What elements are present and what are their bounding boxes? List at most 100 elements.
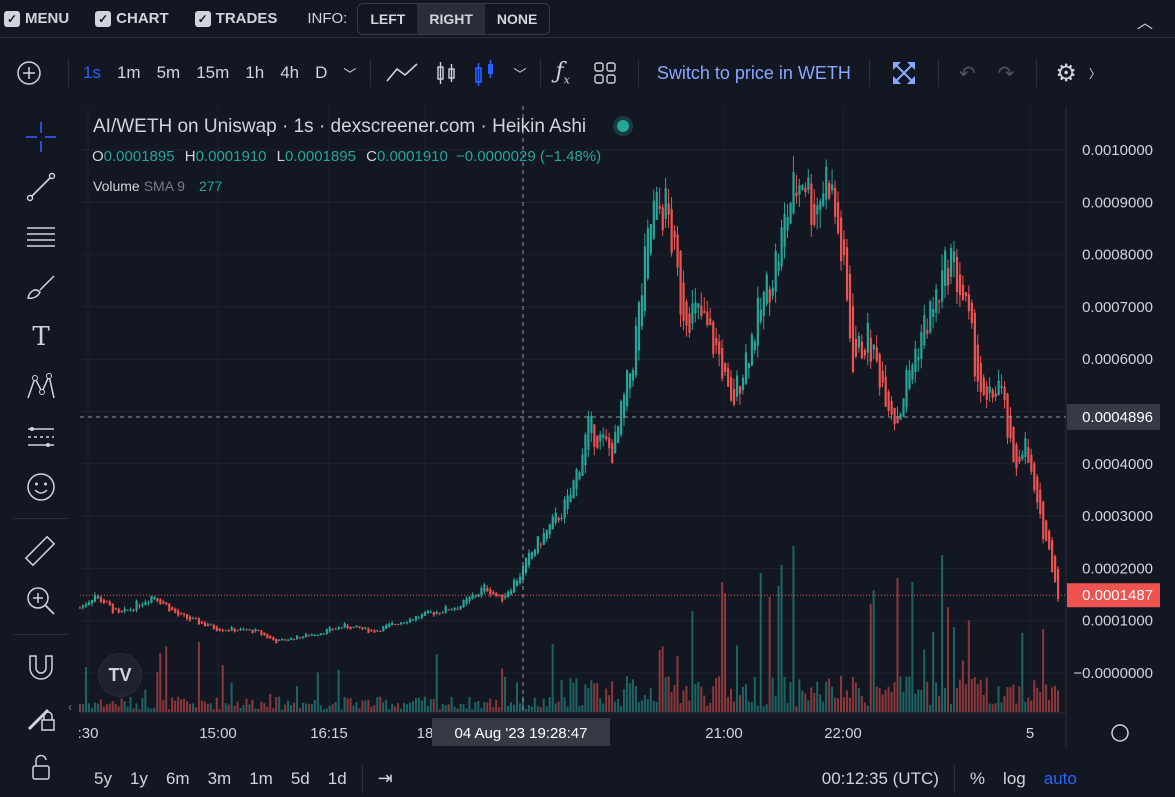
volume-bar <box>958 679 961 712</box>
info-left-button[interactable]: LEFT <box>370 10 406 27</box>
volume-bar <box>462 704 465 712</box>
candle-body <box>304 633 308 638</box>
undo-icon[interactable]: ↶ <box>958 62 976 85</box>
tradingview-logo[interactable]: TV <box>98 653 142 697</box>
percent-toggle[interactable]: % <box>969 768 986 788</box>
volume-bar <box>628 683 631 712</box>
candle-body <box>872 344 875 350</box>
volume-bar <box>575 678 578 712</box>
range-1y[interactable]: 1y <box>129 768 148 788</box>
candle-body <box>180 613 183 615</box>
prediction-icon[interactable] <box>24 420 58 454</box>
candle-body <box>643 246 647 311</box>
candle-body <box>1054 556 1057 582</box>
volume-bar <box>310 704 313 712</box>
pattern-icon[interactable] <box>24 370 58 404</box>
candle-body <box>394 624 397 626</box>
text-tool-icon[interactable]: T <box>32 322 50 352</box>
fib-lines-icon[interactable] <box>24 220 58 254</box>
x-tick-label: 16:15 <box>310 725 348 742</box>
volume-bar <box>316 672 319 712</box>
candle-body <box>462 599 465 608</box>
lock-drawing-icon[interactable] <box>24 700 58 734</box>
range-3m[interactable]: 3m <box>207 768 232 788</box>
zoom-in-icon[interactable] <box>24 584 58 618</box>
indicators-icon[interactable]: ƒx <box>555 59 570 87</box>
interval-1s[interactable]: 1s <box>83 63 101 82</box>
range-5y[interactable]: 5y <box>94 768 112 788</box>
volume-bar <box>599 698 602 712</box>
collapse-toolbar-icon[interactable]: ‹ <box>68 700 72 714</box>
candle-body <box>768 289 771 303</box>
volume-bar <box>281 709 284 712</box>
candle-body <box>120 610 123 613</box>
interval-1m[interactable]: 1m <box>116 63 141 82</box>
interval-D[interactable]: D <box>315 63 328 82</box>
log-toggle[interactable]: log <box>1003 768 1026 788</box>
redo-icon[interactable]: ↷ <box>997 62 1015 85</box>
interval-4h[interactable]: 4h <box>280 63 300 82</box>
live-status-dot <box>617 120 630 132</box>
menu-checkbox[interactable]: ✓ MENU <box>4 10 69 27</box>
volume-bar <box>676 656 679 712</box>
unlock-icon[interactable] <box>24 750 58 784</box>
volume-bar <box>93 702 96 712</box>
range-1d[interactable]: 1d <box>327 768 347 788</box>
volume-bar <box>878 688 881 712</box>
volume-bar <box>771 677 774 712</box>
chevron-right-icon[interactable]: 〉 <box>1088 66 1101 81</box>
trend-line-icon[interactable] <box>24 170 58 204</box>
info-right-button[interactable]: RIGHT <box>417 3 485 34</box>
switch-price-button[interactable]: Switch to price in WETH <box>656 62 851 83</box>
candle-body <box>771 287 774 296</box>
interval-15m[interactable]: 15m <box>196 63 230 82</box>
chart-checkbox[interactable]: ✓ CHART <box>95 10 169 27</box>
axis-settings-icon[interactable] <box>1111 724 1129 742</box>
layout-grid-icon[interactable] <box>592 60 618 86</box>
volume-bar <box>997 686 1000 712</box>
line-chart-icon[interactable] <box>385 61 419 85</box>
magnet-icon[interactable] <box>24 650 58 684</box>
chevron-down-icon[interactable]: ﹀ <box>343 66 357 82</box>
date-range-icon[interactable]: ⇥ <box>377 768 393 788</box>
volume-bar <box>203 701 206 712</box>
candle-body <box>795 192 798 197</box>
info-none-button[interactable]: NONE <box>496 10 538 27</box>
volume-bar <box>188 703 191 712</box>
candle-body <box>153 596 156 600</box>
candle-body <box>637 302 641 351</box>
crosshair-icon[interactable] <box>24 120 58 154</box>
volume-bar <box>944 687 947 712</box>
utc-clock[interactable]: 00:12:35 (UTC) <box>821 768 939 788</box>
heikin-ashi-icon[interactable] <box>473 58 497 88</box>
collapse-icon[interactable]: ︿ <box>1136 15 1153 32</box>
interval-5m[interactable]: 5m <box>156 63 181 82</box>
range-5d[interactable]: 5d <box>290 768 310 788</box>
settings-gear-icon[interactable]: ⚙ <box>1055 59 1077 87</box>
volume-bar <box>866 705 869 712</box>
emoji-icon[interactable] <box>24 470 58 504</box>
ruler-icon[interactable] <box>24 534 58 568</box>
candle-body <box>227 630 230 632</box>
chevron-down-icon[interactable]: ﹀ <box>513 66 527 82</box>
auto-toggle[interactable]: auto <box>1043 768 1077 788</box>
range-6m[interactable]: 6m <box>165 768 190 788</box>
candle-body <box>839 217 843 262</box>
close-value: 0.0001910 <box>376 148 448 165</box>
range-1m[interactable]: 1m <box>249 768 273 788</box>
candles-icon[interactable] <box>435 60 457 86</box>
candle-body <box>533 549 537 556</box>
volume-bar <box>857 687 860 712</box>
candle-body <box>988 386 991 393</box>
add-symbol-icon[interactable] <box>16 60 42 86</box>
volume-bar <box>634 686 637 712</box>
candle-body <box>242 629 245 631</box>
fullscreen-icon[interactable] <box>890 59 918 87</box>
trades-checkbox[interactable]: ✓ TRADES <box>194 10 277 27</box>
candle-body <box>1048 530 1051 550</box>
candle-body <box>483 584 486 592</box>
interval-1h[interactable]: 1h <box>245 63 265 82</box>
brush-icon[interactable] <box>24 270 58 304</box>
candle-body <box>712 321 715 355</box>
